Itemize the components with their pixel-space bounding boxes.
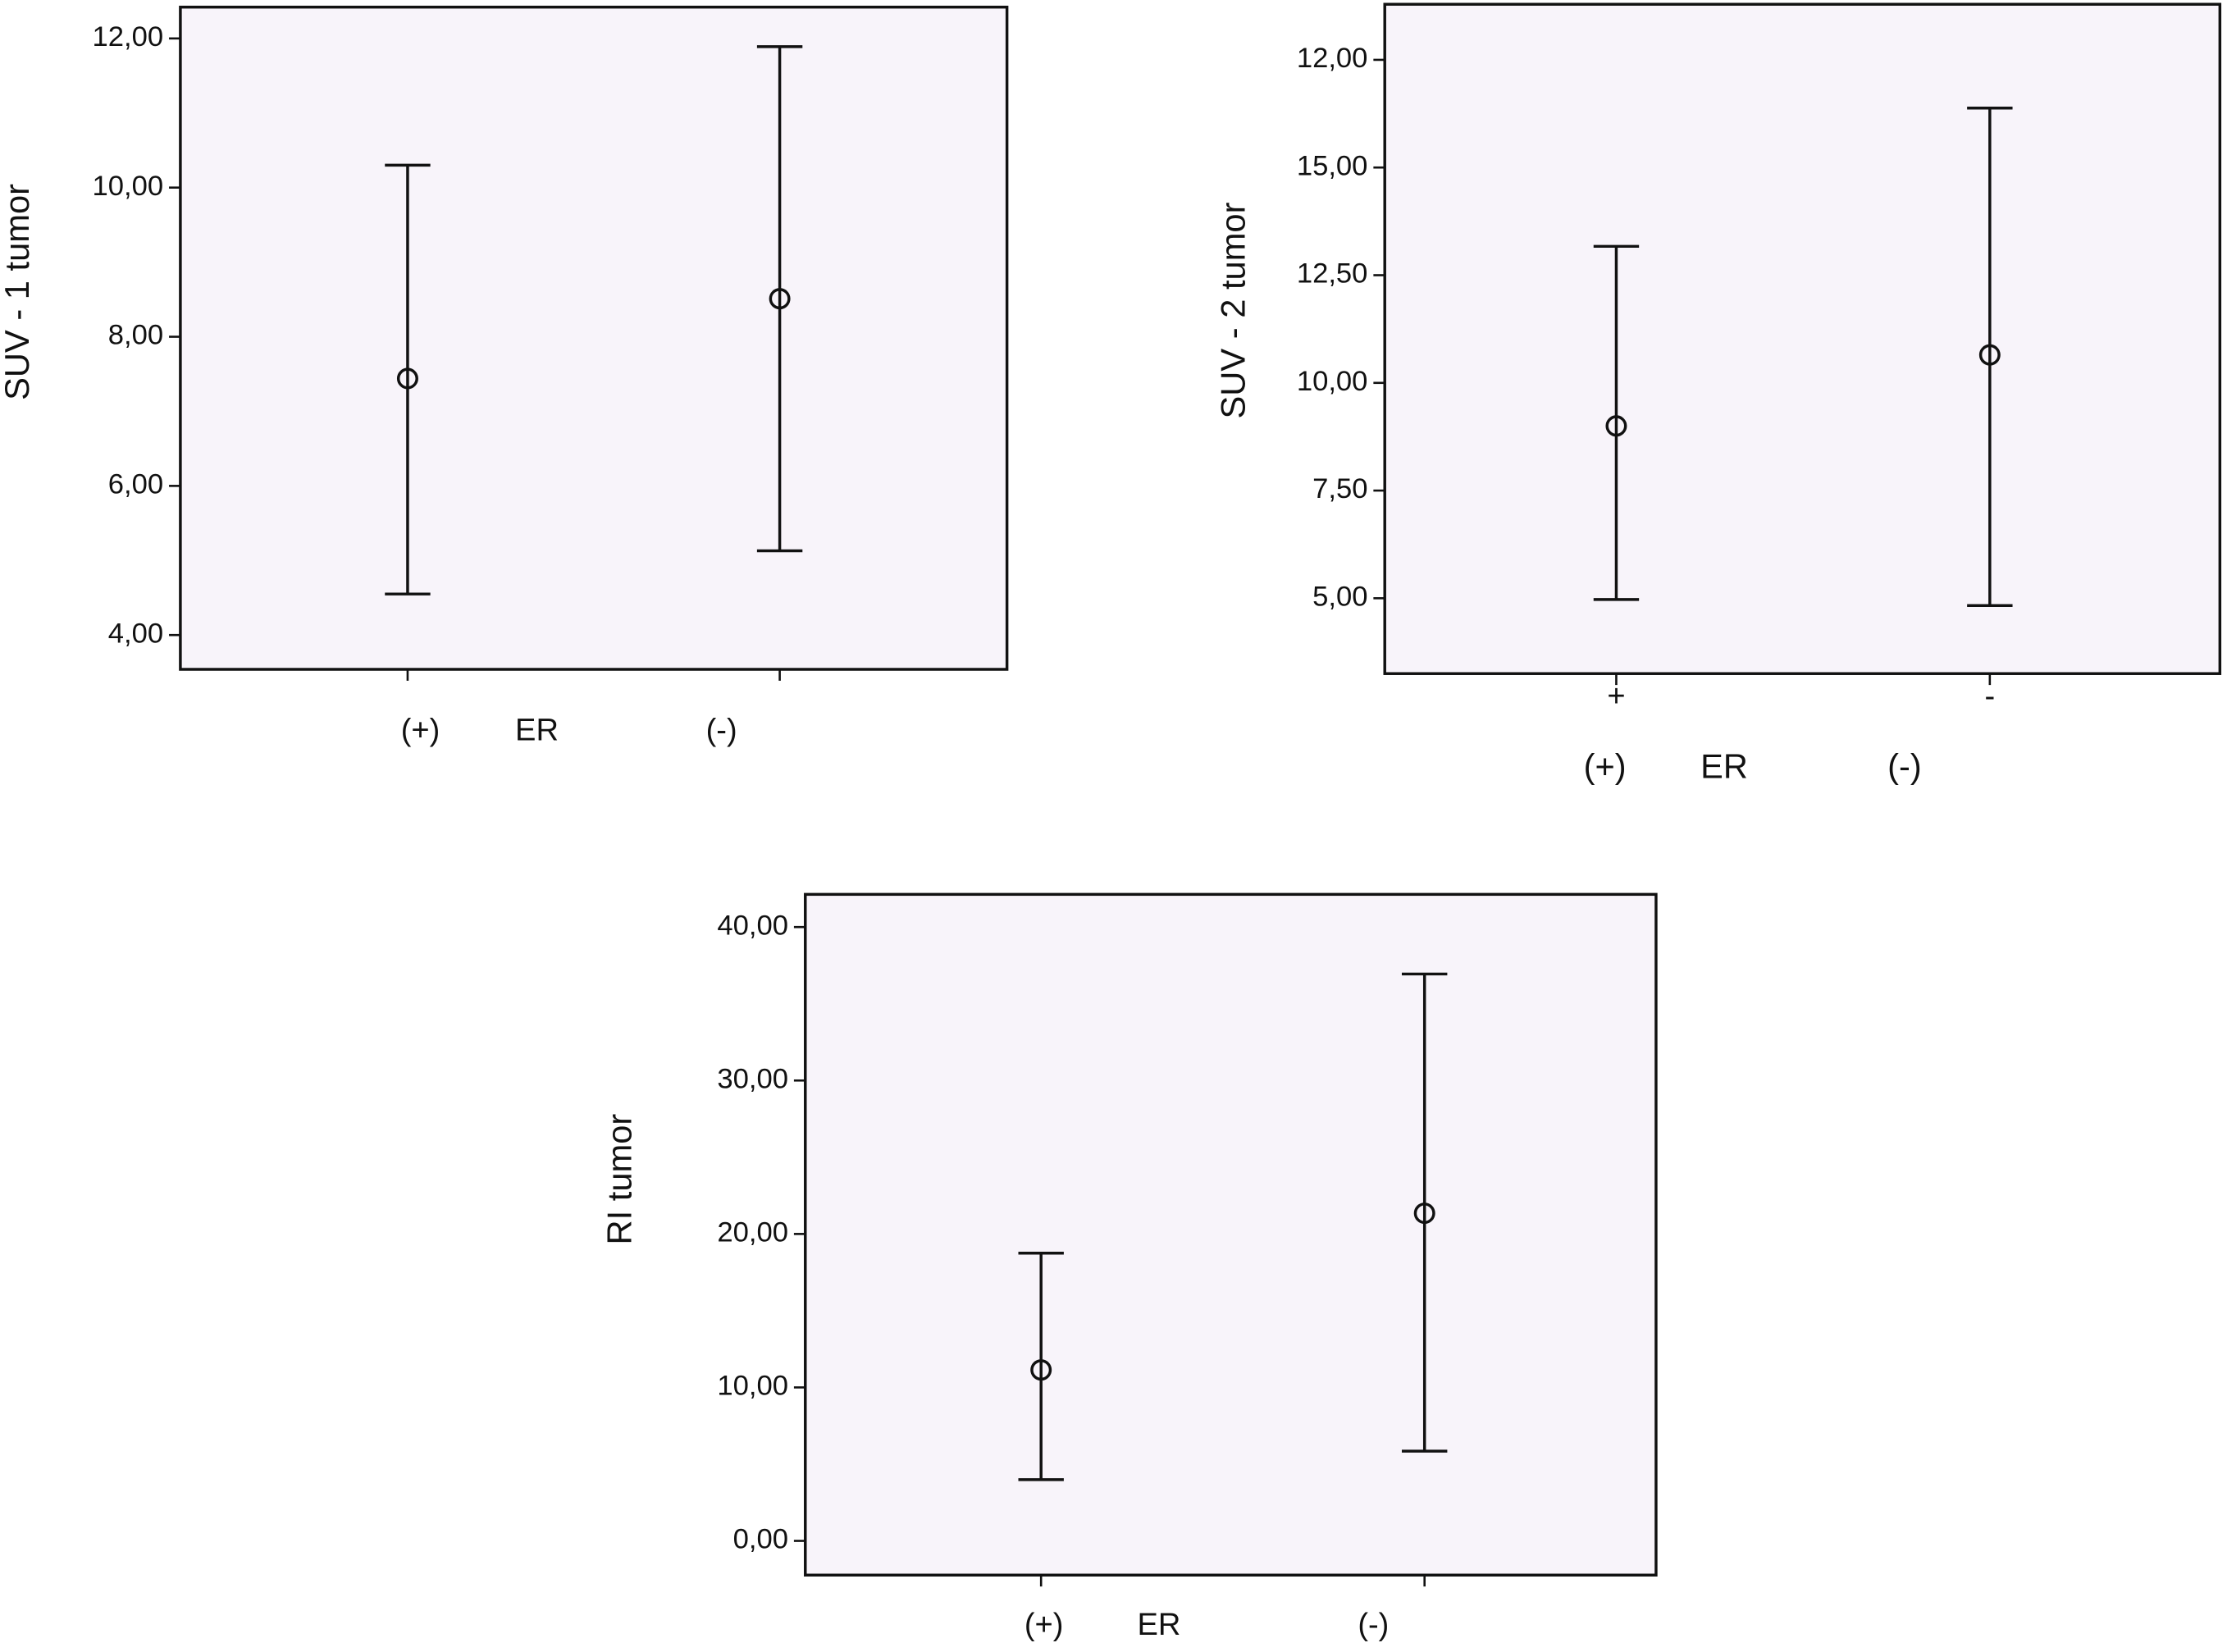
y-tick-label: 30,00: [717, 1063, 788, 1094]
x-axis-title: ER: [515, 712, 559, 747]
x-tick-label: (+): [401, 712, 440, 747]
y-tick-label: 10,00: [1297, 366, 1368, 397]
plot-area: [179, 5, 1009, 671]
y-tick-label: 10,00: [717, 1371, 788, 1402]
y-tick-label: 12,50: [1297, 258, 1368, 290]
x-tick-label: (-): [1358, 1607, 1389, 1642]
x-tick-label: (+): [1025, 1607, 1064, 1642]
y-axis-title: SUV - 2 tumor: [1213, 202, 1252, 418]
y-tick-label: 20,00: [717, 1216, 788, 1248]
y-axis-title: RI tumor: [600, 1114, 638, 1245]
x-axis-title: ER: [1700, 746, 1748, 785]
x-axis-title: ER: [1137, 1607, 1180, 1642]
y-tick-label: 6,00: [108, 468, 163, 500]
y-tick-label: 12,00: [93, 21, 164, 52]
mean-point: [1413, 1202, 1435, 1225]
y-tick-label: 8,00: [108, 320, 163, 351]
y-tick-label: 4,00: [108, 618, 163, 649]
mean-point: [769, 288, 791, 310]
plot-area: [1383, 2, 2222, 675]
mean-point: [396, 367, 418, 390]
group-label: (+): [1584, 746, 1627, 785]
mean-point: [1978, 344, 2001, 366]
y-tick-label: 15,00: [1297, 150, 1368, 181]
mean-point: [1605, 415, 1627, 437]
y-tick-label: 12,00: [1297, 43, 1368, 74]
y-tick-label: 5,00: [1312, 581, 1367, 612]
x-tick-label: (-): [706, 712, 737, 747]
x-tick-label: +: [1607, 678, 1625, 714]
y-axis-title: SUV - 1 tumor: [0, 184, 36, 400]
y-tick-label: 40,00: [717, 910, 788, 941]
y-tick-label: 7,50: [1312, 473, 1367, 504]
group-label: (-): [1887, 746, 1922, 785]
y-tick-label: 0,00: [733, 1524, 788, 1555]
x-tick-label: -: [1984, 678, 1995, 714]
y-tick-label: 10,00: [93, 171, 164, 202]
mean-point: [1030, 1359, 1052, 1381]
plot-area: [804, 892, 1658, 1577]
